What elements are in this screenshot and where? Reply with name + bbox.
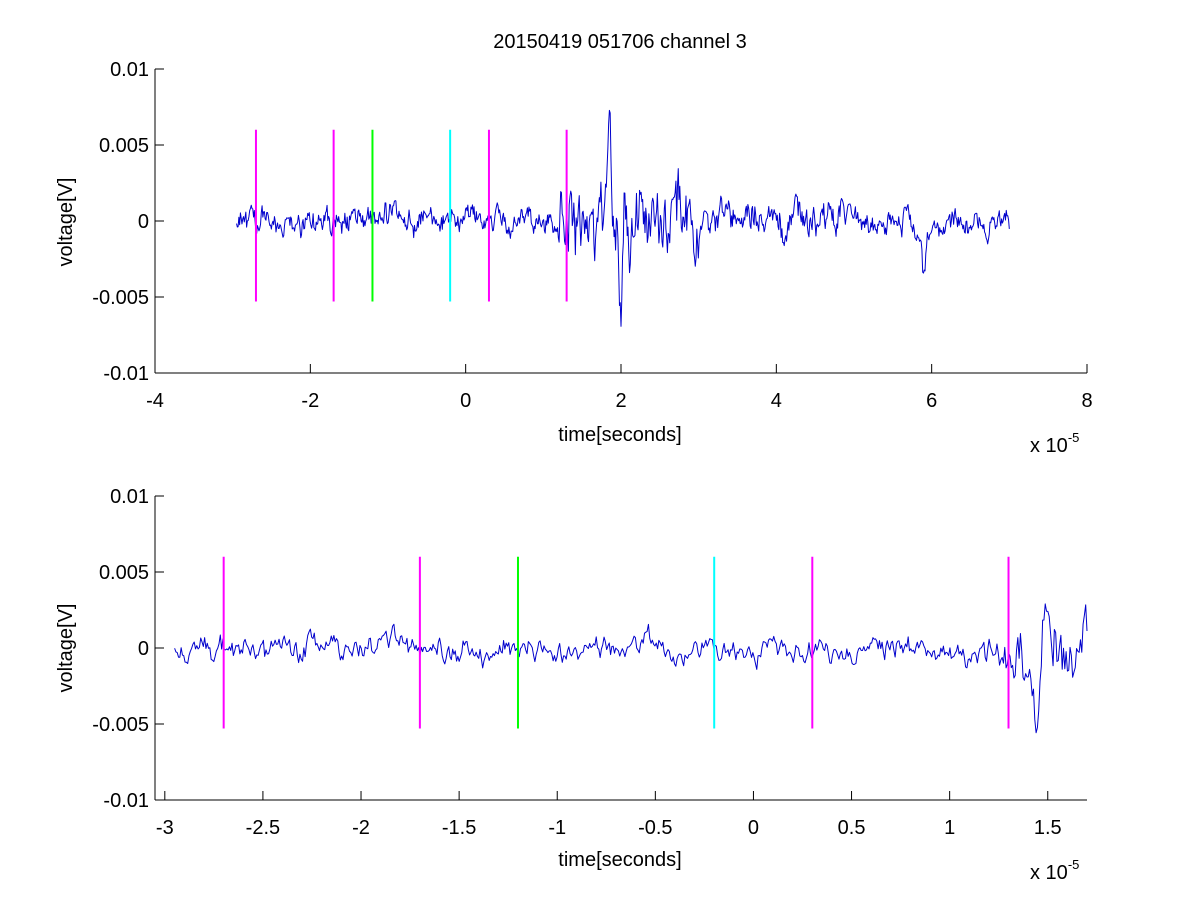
bottom-plot-y-tick-label: 0: [138, 638, 149, 660]
bottom-plot-x-tick-label: 1.5: [1034, 817, 1062, 839]
figure-title: 20150419 051706 channel 3: [493, 31, 747, 53]
bottom-plot-x-tick-label: 1: [944, 817, 955, 839]
bottom-plot-ylabel: voltage[V]: [55, 604, 77, 693]
bottom-plot-x-exponent: x 10-5: [1030, 857, 1079, 884]
top-plot-y-tick-label: -0.005: [92, 287, 149, 309]
top-plot-ylabel: voltage[V]: [55, 178, 77, 267]
bottom-plot-signal-line: [174, 603, 1088, 734]
top-plot-x-tick-label: 6: [926, 390, 937, 412]
bottom-plot-y-tick-label: -0.005: [92, 714, 149, 736]
bottom-plot-x-exponent-power: -5: [1068, 857, 1080, 872]
top-plot-signal-line: [236, 109, 1010, 327]
bottom-plot: time[seconds] voltage[V] x 10-5 -3 -2.5 -2…: [55, 486, 1088, 884]
bottom-plot-x-exponent-base: x 10: [1030, 862, 1068, 884]
top-plot-x-exponent: x 10-5: [1030, 430, 1079, 457]
top-plot-x-tick-label: -4: [146, 390, 164, 412]
top-plot-y-tick-label: 0.005: [99, 135, 149, 157]
top-plot-x-tick-label: 8: [1081, 390, 1092, 412]
bottom-plot-y-tick-label: -0.01: [103, 790, 149, 812]
top-plot-x-exponent-base: x 10: [1030, 435, 1068, 457]
top-plot-xlabel: time[seconds]: [558, 424, 681, 446]
top-plot-x-tick-label: 0: [460, 390, 471, 412]
bottom-plot-y-tick-label: 0.005: [99, 562, 149, 584]
bottom-plot-x-tick-label: 0: [748, 817, 759, 839]
bottom-plot-y-tick-label: 0.01: [110, 486, 149, 508]
top-plot-y-tick-label: 0.01: [110, 59, 149, 81]
bottom-plot-xlabel: time[seconds]: [558, 849, 681, 871]
bottom-plot-x-tick-label: -2: [352, 817, 370, 839]
bottom-plot-x-tick-label: -1.5: [442, 817, 476, 839]
top-plot-x-tick-label: 4: [771, 390, 782, 412]
top-plot-x-exponent-power: -5: [1068, 430, 1080, 445]
top-plot-y-tick-label: 0: [138, 211, 149, 233]
bottom-plot-x-tick-label: 0.5: [838, 817, 866, 839]
bottom-plot-x-tick-label: -2.5: [246, 817, 280, 839]
top-plot: time[seconds] voltage[V] x 10-5 -4 -2 0 2 4 6…: [55, 59, 1093, 457]
bottom-plot-x-tick-label: -1: [548, 817, 566, 839]
top-plot-y-tick-label: -0.01: [103, 363, 149, 385]
top-plot-x-tick-label: 2: [615, 390, 626, 412]
top-plot-x-tick-label: -2: [301, 390, 319, 412]
bottom-plot-x-tick-label: -0.5: [638, 817, 672, 839]
bottom-plot-x-tick-label: -3: [156, 817, 174, 839]
